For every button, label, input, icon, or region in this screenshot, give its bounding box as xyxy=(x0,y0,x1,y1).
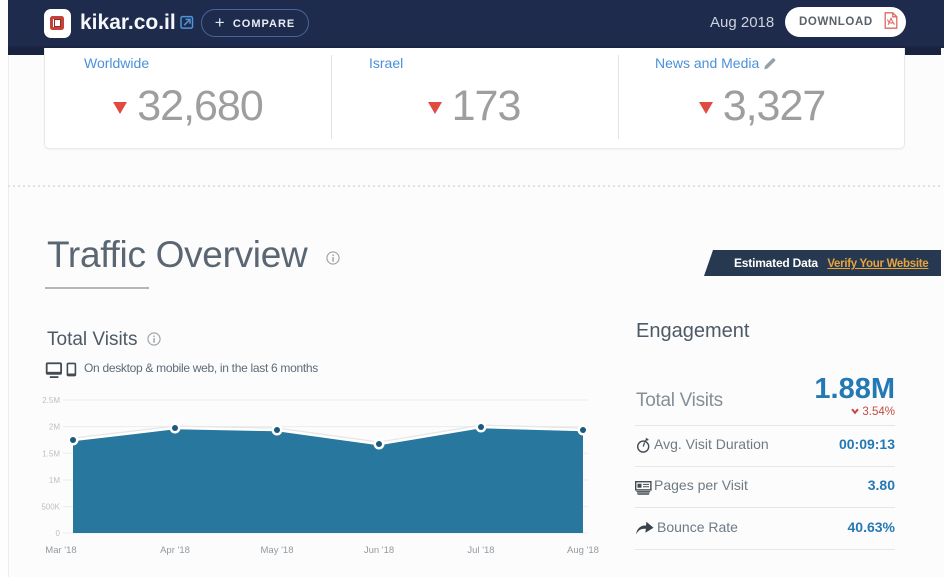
svg-text:Apr '18: Apr '18 xyxy=(160,545,190,556)
svg-text:1.5M: 1.5M xyxy=(42,449,60,458)
svg-text:May '18: May '18 xyxy=(261,545,294,556)
svg-text:1M: 1M xyxy=(49,476,60,485)
svg-text:2M: 2M xyxy=(49,423,60,432)
svg-text:Aug '18: Aug '18 xyxy=(567,545,599,556)
svg-text:Jul '18: Jul '18 xyxy=(467,545,494,556)
svg-text:2.5M: 2.5M xyxy=(42,396,60,405)
svg-text:Mar '18: Mar '18 xyxy=(45,545,76,556)
svg-text:500K: 500K xyxy=(41,503,60,512)
svg-text:Jun '18: Jun '18 xyxy=(364,545,394,556)
svg-text:0: 0 xyxy=(56,529,61,538)
